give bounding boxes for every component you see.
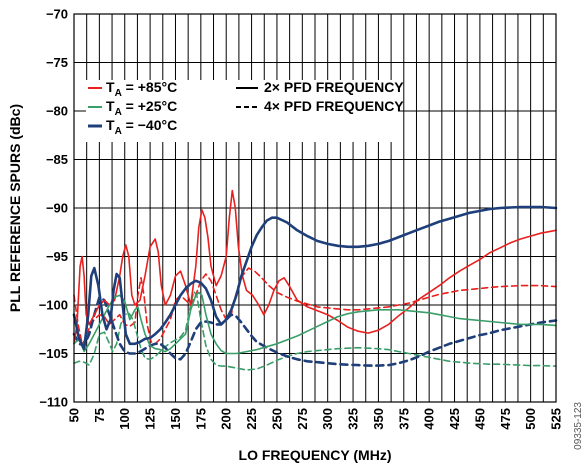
legend-background [86,80,398,142]
y-tick-label: −90 [46,201,68,216]
x-tick-label: 200 [219,408,234,430]
x-tick-label: 100 [117,408,132,430]
x-tick-label: 125 [143,408,158,430]
series-line-40-2x-pfd-solid [72,205,558,350]
plot-frame [73,13,557,403]
series-line-+25-2x-pfd-solid [73,291,557,355]
x-tick-label: 75 [92,408,107,422]
x-tick-label: 500 [523,408,538,430]
x-tick-label: 275 [295,408,310,430]
legend-label: 2× PFD FREQUENCY [264,79,404,95]
x-tick-label: 50 [67,408,82,422]
y-axis-title: PLL REFERENCE SPURS (dBc) [7,104,23,312]
y-tick-label: −85 [46,152,68,167]
x-tick-label: 400 [422,408,437,430]
x-tick-label: 525 [549,408,564,430]
legend-label: TA = +25°C [106,98,177,118]
y-tick-label: −75 [46,55,68,70]
x-tick-label: 375 [396,408,411,430]
y-tick-label: −105 [39,346,68,361]
y-tick-label: −95 [46,249,68,264]
y-tick-labels: −70 −75 −80 −85 −90 −95 −100 −105 −110 [39,7,68,410]
legend: TA = +85°CTA = +25°CTA = −40°C 2× PFD FRE… [86,79,404,142]
y-tick-label: −70 [46,7,68,22]
legend-label: TA = −40°C [106,117,177,137]
legend-label: TA = +85°C [106,79,177,99]
x-tick-label: 475 [498,408,513,430]
x-tick-labels: 50 75 100 125 150 175 200 225 250 275 300 325 350 375… [67,408,564,430]
figure-id: 09335-123 [573,402,584,450]
y-tick-label: −80 [46,104,68,119]
x-tick-label: 225 [244,408,259,430]
y-tick-label: −100 [39,298,68,313]
series-line-+85-2x-pfd-solid [73,189,557,345]
x-tick-label: 325 [346,408,361,430]
x-tick-label: 350 [371,408,386,430]
x-tick-label: 450 [472,408,487,430]
x-tick-label: 300 [320,408,335,430]
x-tick-label: 175 [193,408,208,430]
series-line-40-4x-pfd-dashed [72,295,558,367]
x-tick-label: 150 [168,408,183,430]
x-tick-label: 425 [447,408,462,430]
x-axis-title: LO FREQUENCY (MHz) [239,447,392,463]
x-tick-label: 250 [269,408,284,430]
series-group [72,189,558,371]
legend-label: 4× PFD FREQUENCY [264,98,404,114]
y-tick-label: −110 [39,395,68,410]
